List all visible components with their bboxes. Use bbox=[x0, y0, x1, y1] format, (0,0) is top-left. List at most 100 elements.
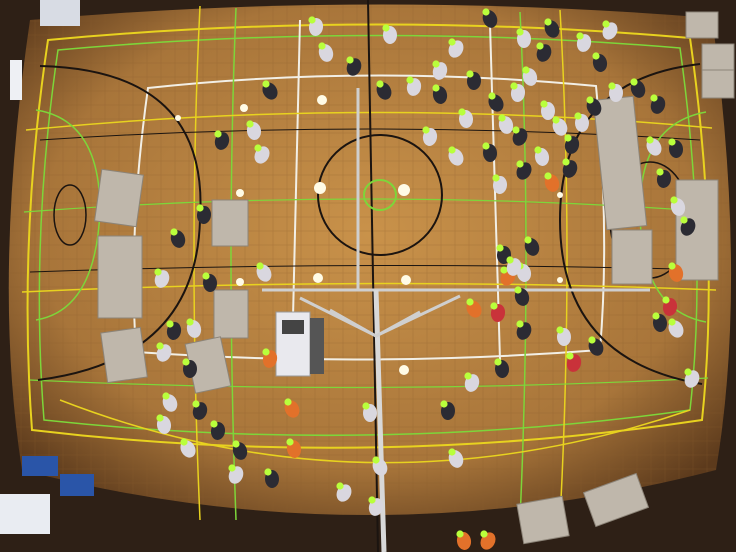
person bbox=[448, 146, 464, 166]
person bbox=[566, 352, 582, 372]
person bbox=[482, 142, 498, 162]
green-cap bbox=[284, 398, 292, 406]
person bbox=[592, 52, 608, 72]
person bbox=[588, 336, 604, 356]
person bbox=[346, 56, 362, 76]
green-cap bbox=[308, 16, 316, 24]
person bbox=[318, 42, 334, 62]
green-cap bbox=[496, 244, 504, 252]
green-cap bbox=[680, 216, 688, 224]
green-cap bbox=[522, 66, 530, 74]
person bbox=[490, 302, 506, 322]
person bbox=[574, 112, 590, 132]
person bbox=[182, 358, 198, 378]
person bbox=[456, 530, 472, 550]
person bbox=[514, 286, 530, 306]
desk-with-laptop bbox=[275, 311, 324, 377]
green-cap bbox=[506, 256, 514, 264]
person bbox=[544, 172, 560, 192]
person bbox=[210, 420, 226, 440]
person bbox=[480, 530, 496, 550]
green-cap bbox=[556, 326, 564, 334]
green-cap bbox=[492, 174, 500, 182]
person bbox=[336, 482, 352, 502]
person bbox=[286, 438, 302, 458]
participants bbox=[154, 8, 700, 550]
green-cap bbox=[448, 38, 456, 46]
green-cap bbox=[516, 320, 524, 328]
green-cap bbox=[232, 440, 240, 448]
person bbox=[382, 24, 398, 44]
person bbox=[432, 84, 448, 104]
person bbox=[540, 100, 555, 120]
green-cap bbox=[544, 18, 552, 26]
green-cap bbox=[544, 172, 552, 180]
green-cap bbox=[186, 318, 194, 326]
person bbox=[552, 116, 568, 136]
green-cap bbox=[202, 272, 210, 280]
person bbox=[684, 368, 700, 388]
green-cap bbox=[464, 372, 472, 380]
person bbox=[652, 312, 668, 332]
green-cap bbox=[432, 84, 440, 92]
person bbox=[440, 400, 456, 420]
green-cap bbox=[246, 120, 254, 128]
person bbox=[668, 318, 684, 338]
green-cap bbox=[564, 134, 572, 142]
person bbox=[228, 464, 244, 484]
person bbox=[522, 66, 538, 86]
person bbox=[154, 268, 170, 288]
green-cap bbox=[516, 28, 524, 36]
person bbox=[166, 320, 182, 340]
green-cap bbox=[458, 108, 466, 116]
person bbox=[372, 456, 388, 476]
green-cap bbox=[262, 80, 270, 88]
green-cap bbox=[156, 414, 164, 422]
green-cap bbox=[512, 126, 520, 134]
person bbox=[466, 298, 482, 318]
person bbox=[466, 70, 482, 90]
green-cap bbox=[162, 392, 170, 400]
person bbox=[494, 358, 510, 378]
ceiling-light-reflections bbox=[175, 95, 563, 375]
person bbox=[362, 402, 377, 422]
court-lines bbox=[21, 0, 717, 552]
green-cap bbox=[214, 130, 222, 138]
person bbox=[196, 204, 212, 224]
person bbox=[246, 120, 262, 140]
person bbox=[516, 28, 532, 48]
green-cap bbox=[514, 286, 522, 294]
person bbox=[630, 78, 646, 98]
green-cap bbox=[440, 400, 448, 408]
person bbox=[254, 144, 270, 164]
green-cap bbox=[524, 236, 532, 244]
person bbox=[498, 114, 514, 134]
green-cap bbox=[668, 262, 676, 270]
green-cap bbox=[608, 82, 616, 90]
green-cap bbox=[256, 262, 264, 270]
green-cap bbox=[516, 160, 524, 168]
green-cap bbox=[668, 138, 676, 146]
green-cap bbox=[406, 76, 414, 84]
person bbox=[646, 136, 662, 156]
green-cap bbox=[372, 456, 380, 464]
person bbox=[170, 228, 186, 248]
green-cap bbox=[490, 302, 498, 310]
person bbox=[576, 32, 592, 52]
center-circle bbox=[317, 134, 443, 256]
green-cap bbox=[376, 80, 384, 88]
green-cap bbox=[576, 32, 584, 40]
green-cap bbox=[536, 42, 544, 50]
person bbox=[668, 262, 684, 282]
green-cap bbox=[586, 96, 594, 104]
person bbox=[422, 126, 438, 146]
person bbox=[156, 342, 172, 362]
person bbox=[516, 320, 532, 340]
green-cap bbox=[336, 482, 344, 490]
green-cap bbox=[432, 60, 440, 68]
green-cap bbox=[668, 318, 676, 326]
green-cap bbox=[228, 464, 236, 472]
person bbox=[186, 318, 202, 338]
green-cap bbox=[540, 100, 548, 108]
